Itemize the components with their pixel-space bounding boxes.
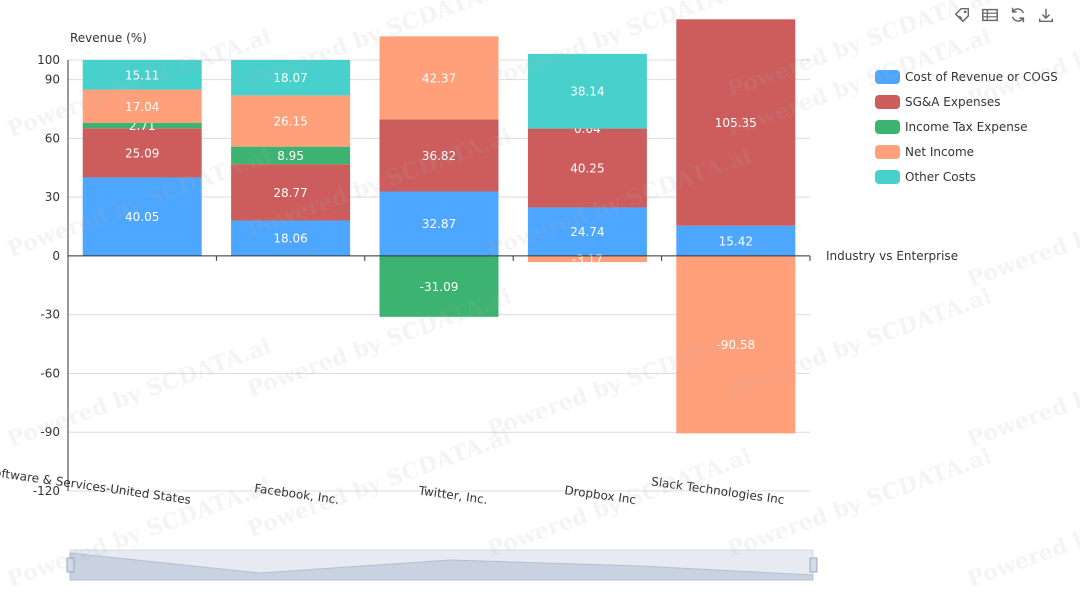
y-tick-label: 100: [37, 53, 60, 67]
x-tick-label: Slack Technologies Inc: [650, 474, 785, 507]
x-tick-label: Facebook, Inc.: [253, 481, 340, 507]
bar-segment[interactable]: [527, 255, 647, 263]
legend-label: Other Costs: [905, 169, 976, 184]
bar-segment[interactable]: [676, 19, 796, 226]
x-tick-label: Software & Services-United States: [0, 464, 192, 507]
data-label: 105.35: [715, 116, 757, 130]
y-axis-label: Revenue (%): [70, 31, 147, 45]
bar-segment[interactable]: [82, 122, 202, 129]
data-label: 26.15: [273, 115, 307, 129]
legend-label: SG&A Expenses: [905, 94, 1001, 109]
bar-segment[interactable]: [379, 191, 499, 256]
data-label: 40.05: [125, 210, 159, 224]
data-label: 17.04: [125, 100, 159, 114]
data-label: 40.25: [570, 162, 604, 176]
refresh-icon[interactable]: [1008, 5, 1028, 25]
bar-segment[interactable]: [676, 255, 796, 434]
legend-swatch: [875, 119, 900, 134]
x-tick-label: Twitter, Inc.: [417, 483, 489, 507]
legend-label: Net Income: [905, 144, 975, 159]
bar-segment[interactable]: [379, 36, 499, 120]
legend-item[interactable]: Cost of Revenue or COGS: [875, 64, 1058, 89]
x-tick-label: Dropbox Inc: [564, 483, 637, 507]
y-tick-label: 60: [45, 131, 60, 145]
chart-legend: Cost of Revenue or COGS SG&A Expenses Inco…: [875, 64, 1058, 189]
download-icon[interactable]: [1036, 5, 1056, 25]
bar-segment[interactable]: [82, 89, 202, 123]
data-label: 15.11: [125, 68, 159, 82]
y-tick-label: 30: [45, 190, 60, 204]
data-view-icon[interactable]: [980, 5, 1000, 25]
legend-label: Cost of Revenue or COGS: [905, 69, 1058, 84]
bar-segment[interactable]: [82, 60, 202, 90]
data-label: 32.87: [422, 217, 456, 231]
data-label: 25.09: [125, 146, 159, 160]
legend-swatch: [875, 169, 900, 184]
legend-item[interactable]: Income Tax Expense: [875, 114, 1058, 139]
chart-toolbar: [952, 5, 1056, 25]
bar-segment[interactable]: [379, 119, 499, 192]
legend-label: Income Tax Expense: [905, 119, 1028, 134]
tag-icon[interactable]: [952, 5, 972, 25]
legend-swatch: [875, 144, 900, 159]
y-tick-label: 0: [52, 249, 60, 263]
bar-segment[interactable]: [82, 128, 202, 178]
x-axis-label: Industry vs Enterprise: [826, 249, 958, 263]
bar-segment[interactable]: [231, 164, 351, 221]
bar-segment[interactable]: [676, 225, 796, 256]
data-label: 24.74: [570, 225, 604, 239]
legend-item[interactable]: SG&A Expenses: [875, 89, 1058, 114]
legend-item[interactable]: Other Costs: [875, 164, 1058, 189]
data-label: 8.95: [277, 149, 304, 163]
bar-segment[interactable]: [82, 177, 202, 256]
y-tick-label: 90: [45, 73, 60, 87]
bar-segment[interactable]: [231, 95, 351, 147]
data-label: 36.82: [422, 149, 456, 163]
legend-swatch: [875, 94, 900, 109]
data-label: 38.14: [570, 85, 604, 99]
bar-segment[interactable]: [527, 128, 647, 208]
data-label: 15.42: [719, 234, 753, 248]
y-tick-label: -120: [33, 484, 60, 498]
data-label: 42.37: [422, 71, 456, 85]
y-tick-label: -90: [40, 425, 60, 439]
data-label: -90.58: [716, 338, 755, 352]
data-label: -3.17: [572, 253, 603, 267]
bar-segment[interactable]: [231, 146, 351, 165]
legend-swatch: [875, 69, 900, 84]
bar-segment[interactable]: [379, 255, 499, 317]
data-label: 28.77: [273, 186, 307, 200]
zoom-slider-left-handle[interactable]: [66, 557, 75, 573]
bar-segment[interactable]: [231, 220, 351, 256]
y-tick-label: -30: [40, 308, 60, 322]
zoom-slider-right-handle[interactable]: [809, 557, 818, 573]
bar-segment[interactable]: [231, 60, 351, 96]
y-tick-label: -60: [40, 366, 60, 380]
legend-item[interactable]: Net Income: [875, 139, 1058, 164]
zoom-slider-preview: [69, 552, 814, 581]
data-label: 18.07: [273, 71, 307, 85]
bar-segment[interactable]: [527, 53, 647, 129]
bar-segment[interactable]: [527, 207, 647, 256]
data-label: 18.06: [273, 232, 307, 246]
data-label: -31.09: [420, 280, 459, 294]
